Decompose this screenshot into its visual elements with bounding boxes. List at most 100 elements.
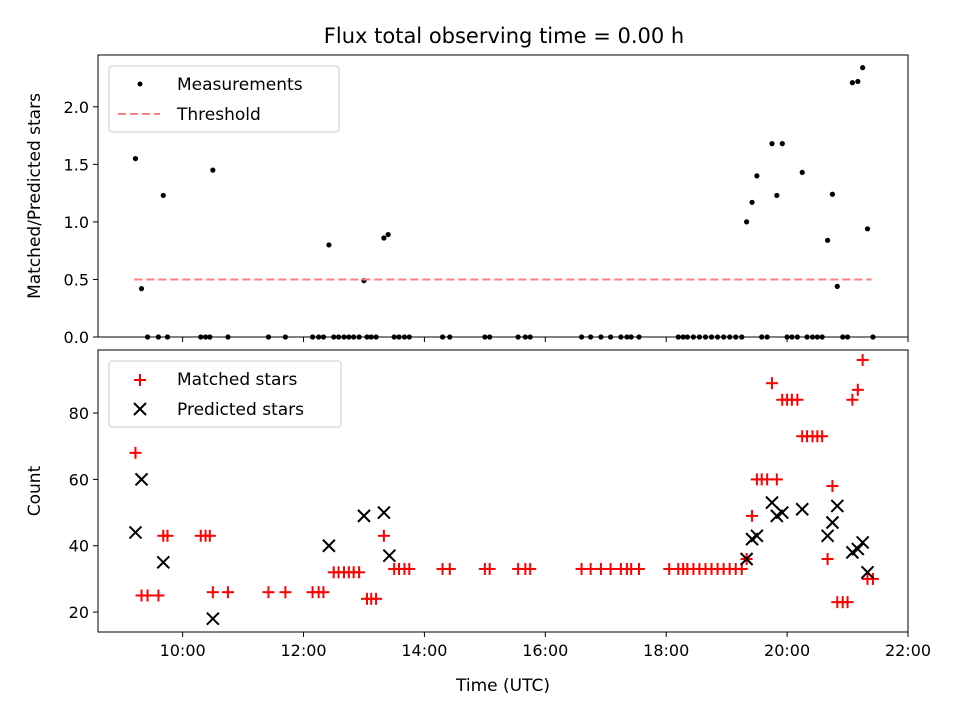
measurements-point [721,334,727,340]
y-tick-label: 1.0 [64,213,89,232]
measurements-point [391,334,397,340]
legend-label-predicted: Predicted stars [177,400,304,420]
measurements-point [849,80,855,86]
measurements-point [406,334,412,340]
measurements-point [210,167,216,173]
x-tick-label: 10:00 [160,641,206,660]
legend-label-threshold: Threshold [176,105,261,125]
predicted-stars-point [855,535,870,550]
predicted-stars-point [820,529,835,543]
x-tick-label: 20:00 [764,641,810,660]
measurements-point [144,334,151,340]
x-tick-label: 16:00 [522,641,568,660]
measurements-point [164,334,171,340]
measurements-point [198,334,204,340]
matched-stars-point [851,383,864,396]
matched-stars-point [161,529,174,542]
measurements-point [373,334,379,340]
bottom-x-ticks: 10:00 12:00 14:00 16:00 18:00 20:00 22:00 [160,632,931,660]
y-tick-label: 2.0 [64,98,89,117]
measurements-point [138,286,145,292]
measurements-point [769,141,775,147]
measurements-point [764,334,770,340]
measurements-point [624,334,630,340]
matched-stars-point [746,509,759,522]
measurements-point [207,334,213,340]
x-tick-label: 12:00 [280,641,326,660]
bottom-axes-frame [97,349,909,633]
measurements-point [844,334,851,340]
predicted-stars-point [128,525,143,540]
matched-stars-point [262,586,275,599]
predicted-stars-point [765,495,779,510]
measurements-point [607,334,614,340]
matched-stars-point [370,592,383,605]
measurements-point [522,334,528,340]
measurements-point [779,141,785,147]
x-axis-label: Time (UTC) [455,676,550,696]
bottom-y-axis-label: Count [25,465,45,516]
predicted-stars-point [775,505,789,520]
legend-label-measurements: Measurements [177,75,303,95]
matched-stars-point [791,393,804,406]
measurements-point [346,334,352,340]
predicted-stars-point [134,472,149,487]
predicted-stars-point [750,529,764,543]
top-y-ticks: 0.0 0.5 1.0 1.5 2.0 [64,98,98,347]
measurements-point [789,334,795,340]
measurements-point [855,78,861,85]
predicted-stars-point [357,509,371,523]
measurements-point [439,334,446,340]
measurements-point [618,334,624,340]
predicted-stars-point [739,552,754,566]
measurements-point [320,334,327,340]
measurements-point [265,334,272,340]
measurements-point [749,199,755,205]
y-tick-label: 0.0 [64,328,89,347]
measurements-point [309,334,316,340]
y-tick-label: 1.5 [64,155,89,174]
measurements-point [809,334,816,340]
predicted-stars-point [322,539,336,553]
matched-stars-point [841,596,854,609]
bottom-y-ticks: 20 40 60 80 [69,404,98,622]
measurements-point [702,334,709,340]
measurements-point [356,334,362,340]
measurements-point [487,334,493,340]
measurements-point [598,334,604,340]
measurements-point [804,334,810,340]
measurements-point [759,334,765,340]
measurements-point [225,334,231,340]
measurements-point [739,334,745,340]
top-legend: Measurements Threshold [108,65,340,133]
measurements-point [447,334,453,340]
predicted-stars-point [860,565,875,579]
matched-stars-point [866,572,879,585]
y-tick-label: 80 [69,404,89,423]
matched-stars-point [203,529,216,542]
predicted-stars-point [825,515,840,530]
top-axes-frame [97,54,909,338]
matched-stars-point [846,393,859,406]
measurements-point [829,191,836,197]
measurements-point [628,334,634,340]
y-tick-label: 20 [69,603,89,622]
predicted-stars-point [156,555,170,570]
measurements-point [744,219,750,225]
measurements-point [381,235,387,241]
measurements-point [684,334,690,340]
legend-marker-matched [134,374,146,386]
measurements-point [754,173,760,179]
matched-stars-point [353,566,366,579]
matched-stars-point [152,589,165,602]
measurements-point [733,334,739,340]
measurements-point [819,334,825,340]
measurements-point [316,334,322,340]
measurements-point [860,65,866,71]
measurements-point [341,334,347,340]
predicted-stars-point [206,612,220,626]
legend-marker-measurements [137,81,143,87]
matched-stars-point [129,446,142,459]
measurements-point [515,334,521,340]
